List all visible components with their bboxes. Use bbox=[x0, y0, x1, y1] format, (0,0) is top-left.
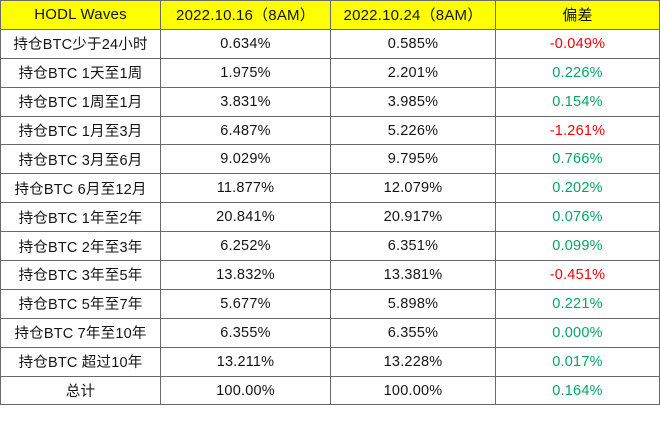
diff-value: 0.017% bbox=[495, 346, 660, 377]
value-date-1: 6.252% bbox=[160, 231, 331, 262]
value-date-1: 13.211% bbox=[160, 346, 331, 377]
table-row: 持仓BTC 2年至3年 6.252% 6.351% 0.099% bbox=[0, 231, 660, 262]
value-date-1: 1.975% bbox=[160, 57, 331, 88]
row-label: 持仓BTC 2年至3年 bbox=[0, 231, 161, 262]
value-date-1: 100.00% bbox=[160, 375, 331, 406]
table-row: 持仓BTC 7年至10年 6.355% 6.355% 0.000% bbox=[0, 317, 660, 348]
diff-value: 0.164% bbox=[495, 375, 660, 406]
table-row: 持仓BTC 5年至7年 5.677% 5.898% 0.221% bbox=[0, 288, 660, 319]
row-label: 持仓BTC 3年至5年 bbox=[0, 260, 161, 290]
table-row: 持仓BTC 3月至6月 9.029% 9.795% 0.766% bbox=[0, 144, 660, 175]
value-date-2: 20.917% bbox=[330, 202, 496, 233]
value-date-2: 3.985% bbox=[330, 86, 496, 117]
header-deviation: 偏差 bbox=[495, 0, 660, 30]
header-date-1: 2022.10.16（8AM） bbox=[160, 0, 331, 30]
row-label: 持仓BTC 1周至1月 bbox=[0, 86, 161, 117]
row-label: 持仓BTC 3月至6月 bbox=[0, 144, 161, 175]
table-row: 持仓BTC 3年至5年 13.832% 13.381% -0.451% bbox=[0, 260, 660, 290]
value-date-2: 13.228% bbox=[330, 346, 496, 377]
row-label: 持仓BTC 1年至2年 bbox=[0, 202, 161, 233]
diff-value: 0.202% bbox=[495, 173, 660, 204]
value-date-2: 0.585% bbox=[330, 28, 496, 59]
row-label: 持仓BTC 7年至10年 bbox=[0, 317, 161, 348]
table-row: 持仓BTC 1周至1月 3.831% 3.985% 0.154% bbox=[0, 86, 660, 117]
value-date-2: 6.351% bbox=[330, 231, 496, 262]
table-row: 持仓BTC 6月至12月 11.877% 12.079% 0.202% bbox=[0, 173, 660, 204]
value-date-1: 9.029% bbox=[160, 144, 331, 175]
table-row: 持仓BTC少于24小时 0.634% 0.585% -0.049% bbox=[0, 28, 660, 59]
row-label: 持仓BTC 1天至1周 bbox=[0, 57, 161, 88]
header-row: HODL Waves 2022.10.16（8AM） 2022.10.24（8A… bbox=[0, 0, 660, 30]
value-date-2: 6.355% bbox=[330, 317, 496, 348]
value-date-1: 20.841% bbox=[160, 202, 331, 233]
value-date-1: 5.677% bbox=[160, 288, 331, 319]
table-body: 持仓BTC少于24小时 0.634% 0.585% -0.049% 持仓BTC … bbox=[0, 28, 660, 406]
row-label: 持仓BTC 超过10年 bbox=[0, 346, 161, 377]
value-date-2: 5.226% bbox=[330, 115, 496, 146]
value-date-1: 11.877% bbox=[160, 173, 331, 204]
table-row: 持仓BTC 1年至2年 20.841% 20.917% 0.076% bbox=[0, 202, 660, 233]
value-date-2: 12.079% bbox=[330, 173, 496, 204]
diff-value: 0.000% bbox=[495, 317, 660, 348]
diff-value: -0.049% bbox=[495, 28, 660, 59]
diff-value: -1.261% bbox=[495, 115, 660, 146]
table-row: 持仓BTC 1天至1周 1.975% 2.201% 0.226% bbox=[0, 57, 660, 88]
value-date-1: 13.832% bbox=[160, 260, 331, 290]
diff-value: 0.766% bbox=[495, 144, 660, 175]
value-date-1: 0.634% bbox=[160, 28, 331, 59]
hodl-waves-table: HODL Waves 2022.10.16（8AM） 2022.10.24（8A… bbox=[0, 0, 660, 406]
diff-value: 0.099% bbox=[495, 231, 660, 262]
header-hodl-waves: HODL Waves bbox=[0, 0, 161, 30]
value-date-2: 13.381% bbox=[330, 260, 496, 290]
value-date-2: 5.898% bbox=[330, 288, 496, 319]
table-row: 总计 100.00% 100.00% 0.164% bbox=[0, 375, 660, 406]
table-row: 持仓BTC 1月至3月 6.487% 5.226% -1.261% bbox=[0, 115, 660, 146]
value-date-1: 6.355% bbox=[160, 317, 331, 348]
diff-value: 0.221% bbox=[495, 288, 660, 319]
row-label: 持仓BTC 1月至3月 bbox=[0, 115, 161, 146]
table-row: 持仓BTC 超过10年 13.211% 13.228% 0.017% bbox=[0, 346, 660, 377]
row-label: 持仓BTC 5年至7年 bbox=[0, 288, 161, 319]
value-date-1: 3.831% bbox=[160, 86, 331, 117]
diff-value: 0.226% bbox=[495, 57, 660, 88]
diff-value: -0.451% bbox=[495, 260, 660, 290]
row-label: 持仓BTC少于24小时 bbox=[0, 28, 161, 59]
row-label: 持仓BTC 6月至12月 bbox=[0, 173, 161, 204]
diff-value: 0.076% bbox=[495, 202, 660, 233]
row-label: 总计 bbox=[0, 375, 161, 406]
value-date-2: 2.201% bbox=[330, 57, 496, 88]
diff-value: 0.154% bbox=[495, 86, 660, 117]
header-date-2: 2022.10.24（8AM） bbox=[330, 0, 496, 30]
value-date-2: 100.00% bbox=[330, 375, 496, 406]
value-date-2: 9.795% bbox=[330, 144, 496, 175]
value-date-1: 6.487% bbox=[160, 115, 331, 146]
